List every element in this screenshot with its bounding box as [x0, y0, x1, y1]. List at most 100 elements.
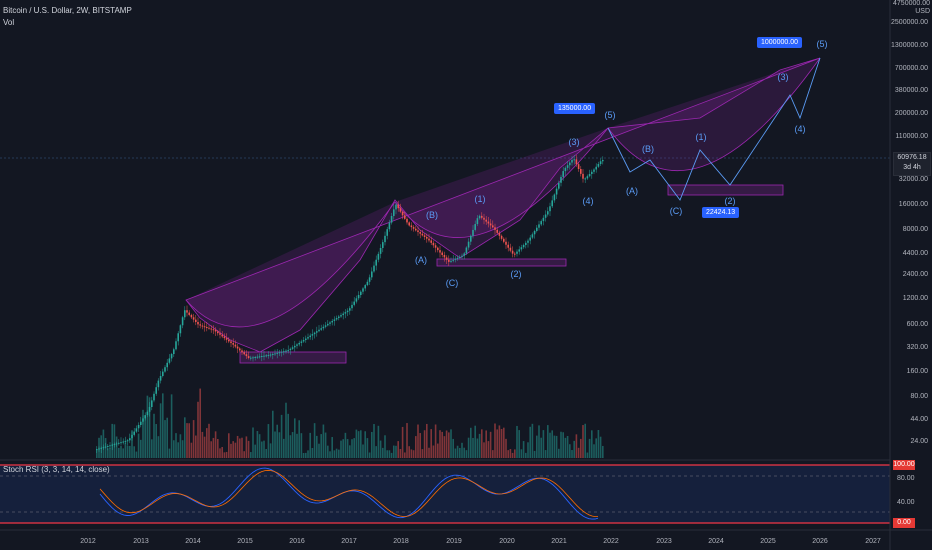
volume-bar	[375, 446, 377, 458]
volume-bar	[540, 437, 542, 458]
time-axis-label: 2021	[551, 538, 567, 545]
volume-bar	[533, 450, 536, 458]
volume-bar	[129, 445, 131, 458]
candle-body	[439, 250, 441, 253]
candle-body	[294, 345, 296, 348]
price-scale-label: 16000.00	[899, 201, 928, 208]
rsi-legend[interactable]: Stoch RSI (3, 3, 14, 14, close)	[3, 465, 110, 474]
candle-body	[192, 317, 195, 320]
candle-body	[547, 211, 549, 215]
volume-bar	[494, 423, 496, 458]
volume-bar	[441, 431, 443, 458]
candle-body	[467, 241, 470, 248]
volume-bar	[426, 423, 428, 458]
time-axis-label: 2027	[865, 538, 881, 545]
candle-body	[575, 159, 578, 165]
volume-bar	[252, 427, 254, 458]
callout-mid-target[interactable]: 135000.00	[554, 103, 596, 114]
volume-bar	[492, 450, 494, 458]
volume-bar	[569, 444, 571, 458]
volume-bar	[192, 420, 195, 458]
time-axis[interactable]: 2012 2013 2014 2015 2016 2017 2018 2019 2020 2021…	[80, 538, 881, 545]
volume-bar	[450, 429, 452, 458]
candle-body	[221, 334, 223, 337]
candle-body	[509, 247, 512, 251]
candle-body	[241, 350, 243, 353]
volume-bar	[221, 446, 223, 458]
volume-bar	[364, 431, 366, 458]
candle-body	[190, 314, 193, 318]
volume-bar	[135, 451, 138, 458]
candle-body	[430, 240, 432, 243]
candle-body	[278, 352, 281, 354]
volume-bar	[186, 423, 188, 458]
volume-bar	[382, 447, 384, 458]
support-box-2	[436, 258, 567, 267]
candle-body	[245, 354, 248, 357]
candle-body	[593, 169, 595, 172]
candle-body	[426, 237, 428, 239]
volume-bar	[514, 449, 516, 458]
axis-currency: USD	[915, 8, 930, 15]
volume-bar	[100, 435, 102, 458]
volume-bar	[573, 440, 575, 458]
volume-bar	[602, 445, 604, 458]
volume-bar	[225, 451, 228, 458]
volume-bar	[408, 446, 410, 458]
candle-body	[514, 253, 516, 255]
volume-bar	[230, 443, 232, 458]
candle-body	[382, 242, 384, 248]
volume-bar	[197, 401, 199, 458]
volume-bar	[489, 431, 492, 458]
volume-bar	[223, 452, 226, 458]
volume-bar	[324, 432, 327, 458]
candle-body	[287, 350, 289, 352]
candle-body	[188, 312, 190, 315]
volume-legend[interactable]: Vol	[3, 18, 15, 27]
volume-bar	[351, 439, 353, 458]
volume-bar	[318, 443, 320, 458]
wave-label: (3)	[569, 137, 580, 147]
candle-body	[230, 341, 232, 344]
candle-body	[157, 380, 160, 388]
candle-body	[410, 225, 413, 228]
volume-bar	[439, 430, 441, 458]
volume-bar	[151, 439, 153, 458]
volume-bar	[206, 428, 208, 458]
candle-body	[208, 327, 210, 329]
volume-bar	[236, 435, 239, 458]
candle-body	[135, 428, 138, 432]
volume-bar	[373, 424, 375, 458]
volume-bar	[357, 431, 360, 458]
candle-body	[533, 231, 536, 235]
callout-top-target[interactable]: 1000000.00	[757, 37, 802, 48]
volume-bar	[344, 432, 347, 458]
time-axis-label: 2019	[446, 538, 462, 545]
price-scale[interactable]: 2500000.00 1300000.00 700000.00 380000.00 20…	[891, 19, 928, 445]
volume-bar	[254, 444, 256, 458]
candle-body	[256, 356, 259, 358]
time-axis-label: 2017	[341, 538, 357, 545]
wave-projection-line	[607, 57, 821, 201]
volume-bar	[316, 435, 318, 458]
volume-bar	[555, 435, 558, 458]
callout-low-target[interactable]: 22424.13	[702, 207, 740, 218]
current-price-tag: 60976.18 3d 4h	[893, 152, 931, 176]
volume-bar	[102, 429, 105, 458]
candle-body	[527, 240, 529, 243]
volume-bar	[412, 450, 415, 458]
candle-body	[406, 218, 408, 223]
rsi-scale-label: 40.00	[897, 499, 915, 506]
symbol-legend[interactable]: Bitcoin / U.S. Dollar, 2W, BITSTAMP	[3, 6, 132, 15]
volume-bar	[201, 431, 204, 458]
price-scale-label: 24.00	[910, 438, 928, 445]
volume-bar	[294, 418, 296, 458]
candle-body	[494, 227, 496, 230]
volume-bar	[342, 439, 344, 458]
candle-body	[357, 295, 360, 299]
candle-body	[212, 329, 215, 331]
wave-label: (3)	[778, 72, 789, 82]
volume-bar	[283, 438, 285, 458]
support-box-1	[239, 351, 347, 364]
